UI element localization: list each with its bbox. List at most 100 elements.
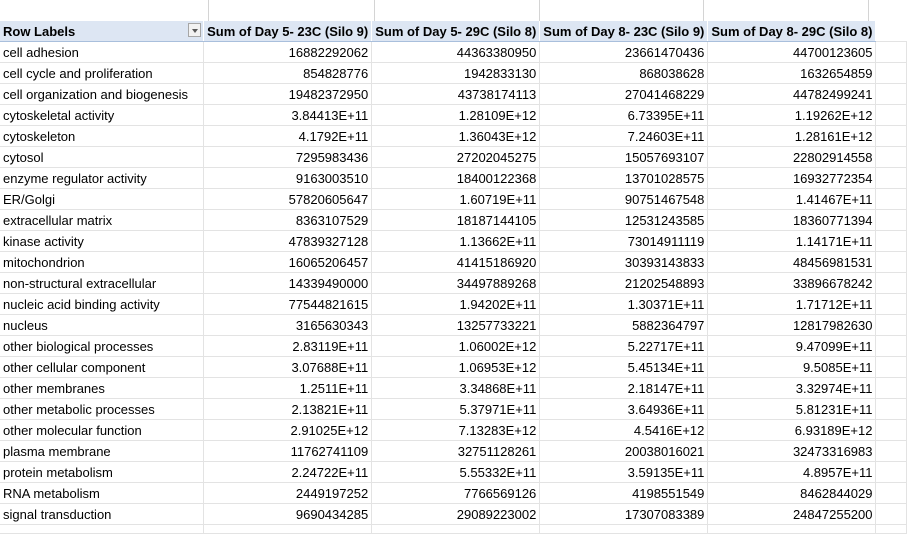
value-cell[interactable]: 32751128261 — [371, 440, 541, 462]
empty-cell[interactable] — [875, 21, 907, 42]
empty-cell[interactable] — [707, 524, 877, 534]
value-cell[interactable]: 22802914558 — [707, 146, 877, 168]
empty-cell[interactable] — [875, 377, 907, 399]
value-cell[interactable]: 3.59135E+11 — [539, 461, 709, 483]
value-cell[interactable]: 20038016021 — [539, 440, 709, 462]
value-cell[interactable]: 33896678242 — [707, 272, 877, 294]
value-cell[interactable]: 3.07688E+11 — [203, 356, 373, 378]
empty-cell[interactable] — [875, 482, 907, 504]
row-label-cell[interactable]: ER/Golgi — [0, 188, 205, 210]
value-cell[interactable]: 15057693107 — [539, 146, 709, 168]
value-cell[interactable]: 8462844029 — [707, 482, 877, 504]
row-label-cell[interactable]: non-structural extracellular — [0, 272, 205, 294]
value-cell[interactable]: 73014911119 — [539, 230, 709, 252]
value-cell[interactable]: 90751467548 — [539, 188, 709, 210]
value-cell[interactable]: 5.81231E+11 — [707, 398, 877, 420]
row-label-cell[interactable]: other biological processes — [0, 335, 205, 357]
value-cell[interactable]: 4.1792E+11 — [203, 125, 373, 147]
value-cell[interactable]: 1.2511E+11 — [203, 377, 373, 399]
value-cell[interactable]: 4.8957E+11 — [707, 461, 877, 483]
row-label-cell[interactable]: protein metabolism — [0, 461, 205, 483]
empty-cell[interactable] — [203, 524, 373, 534]
row-label-cell[interactable]: other membranes — [0, 377, 205, 399]
value-cell[interactable]: 7.13283E+12 — [371, 419, 541, 441]
value-cell[interactable]: 11762741109 — [203, 440, 373, 462]
row-label-cell[interactable]: nucleus — [0, 314, 205, 336]
value-cell[interactable]: 9690434285 — [203, 503, 373, 525]
value-cell[interactable]: 6.93189E+12 — [707, 419, 877, 441]
value-cell[interactable]: 1.71712E+11 — [707, 293, 877, 315]
value-cell[interactable]: 7.24603E+11 — [539, 125, 709, 147]
value-cell[interactable]: 5.55332E+11 — [371, 461, 541, 483]
empty-cell[interactable] — [875, 188, 907, 210]
empty-cell[interactable] — [875, 314, 907, 336]
empty-cell[interactable] — [875, 41, 907, 63]
value-cell[interactable]: 16932772354 — [707, 167, 877, 189]
value-cell[interactable]: 19482372950 — [203, 83, 373, 105]
value-cell[interactable]: 9163003510 — [203, 167, 373, 189]
empty-cell[interactable] — [875, 251, 907, 273]
value-cell[interactable]: 2.18147E+11 — [539, 377, 709, 399]
value-cell[interactable]: 3.34868E+11 — [371, 377, 541, 399]
value-cell[interactable]: 1.41467E+11 — [707, 188, 877, 210]
row-label-cell[interactable]: signal transduction — [0, 503, 205, 525]
value-cell[interactable]: 2449197252 — [203, 482, 373, 504]
value-cell[interactable]: 1.06953E+12 — [371, 356, 541, 378]
value-cell[interactable]: 18360771394 — [707, 209, 877, 231]
value-cell[interactable]: 9.47099E+11 — [707, 335, 877, 357]
row-label-cell[interactable]: other metabolic processes — [0, 398, 205, 420]
row-label-cell[interactable]: cytoskeletal activity — [0, 104, 205, 126]
value-cell[interactable]: 34497889268 — [371, 272, 541, 294]
value-cell[interactable]: 1.28161E+12 — [707, 125, 877, 147]
value-cell[interactable]: 3165630343 — [203, 314, 373, 336]
value-cell[interactable]: 18400122368 — [371, 167, 541, 189]
empty-cell[interactable] — [875, 419, 907, 441]
value-cell[interactable]: 16065206457 — [203, 251, 373, 273]
value-cell[interactable]: 1.30371E+11 — [539, 293, 709, 315]
value-cell[interactable]: 5.22717E+11 — [539, 335, 709, 357]
value-cell[interactable]: 41415186920 — [371, 251, 541, 273]
value-cell[interactable]: 8363107529 — [203, 209, 373, 231]
empty-cell[interactable] — [875, 104, 907, 126]
row-label-cell[interactable]: kinase activity — [0, 230, 205, 252]
value-cell[interactable]: 44363380950 — [371, 41, 541, 63]
value-cell[interactable]: 21202548893 — [539, 272, 709, 294]
value-cell[interactable]: 1.19262E+12 — [707, 104, 877, 126]
value-cell[interactable]: 18187144105 — [371, 209, 541, 231]
value-cell[interactable]: 2.13821E+11 — [203, 398, 373, 420]
value-cell[interactable]: 7295983436 — [203, 146, 373, 168]
value-cell[interactable]: 1942833130 — [371, 62, 541, 84]
value-cell[interactable]: 43738174113 — [371, 83, 541, 105]
value-cell[interactable]: 1.14171E+11 — [707, 230, 877, 252]
value-cell[interactable]: 5.45134E+11 — [539, 356, 709, 378]
row-label-cell[interactable]: nucleic acid binding activity — [0, 293, 205, 315]
empty-cell[interactable] — [875, 293, 907, 315]
empty-cell[interactable] — [875, 335, 907, 357]
value-cell[interactable]: 1632654859 — [707, 62, 877, 84]
value-cell[interactable]: 24847255200 — [707, 503, 877, 525]
value-cell[interactable]: 4198551549 — [539, 482, 709, 504]
row-label-cell[interactable]: other molecular function — [0, 419, 205, 441]
value-cell[interactable]: 29089223002 — [371, 503, 541, 525]
value-cell[interactable]: 7766569126 — [371, 482, 541, 504]
value-cell[interactable]: 5.37971E+11 — [371, 398, 541, 420]
empty-cell[interactable] — [875, 524, 907, 534]
row-label-cell[interactable]: cytoskeleton — [0, 125, 205, 147]
empty-cell[interactable] — [875, 272, 907, 294]
value-cell[interactable]: 854828776 — [203, 62, 373, 84]
row-label-cell[interactable]: other cellular component — [0, 356, 205, 378]
value-cell[interactable]: 12531243585 — [539, 209, 709, 231]
empty-cell[interactable] — [875, 83, 907, 105]
value-cell[interactable]: 13701028575 — [539, 167, 709, 189]
value-cell[interactable]: 27202045275 — [371, 146, 541, 168]
column-header-day5-23c[interactable]: Sum of Day 5- 23C (Silo 9) — [203, 21, 373, 42]
empty-cell[interactable] — [875, 209, 907, 231]
value-cell[interactable]: 4.5416E+12 — [539, 419, 709, 441]
value-cell[interactable]: 3.64936E+11 — [539, 398, 709, 420]
value-cell[interactable]: 3.32974E+11 — [707, 377, 877, 399]
empty-cell[interactable] — [539, 524, 709, 534]
value-cell[interactable]: 1.13662E+11 — [371, 230, 541, 252]
empty-cell[interactable] — [875, 125, 907, 147]
value-cell[interactable]: 2.83119E+11 — [203, 335, 373, 357]
row-label-cell[interactable]: cell organization and biogenesis — [0, 83, 205, 105]
